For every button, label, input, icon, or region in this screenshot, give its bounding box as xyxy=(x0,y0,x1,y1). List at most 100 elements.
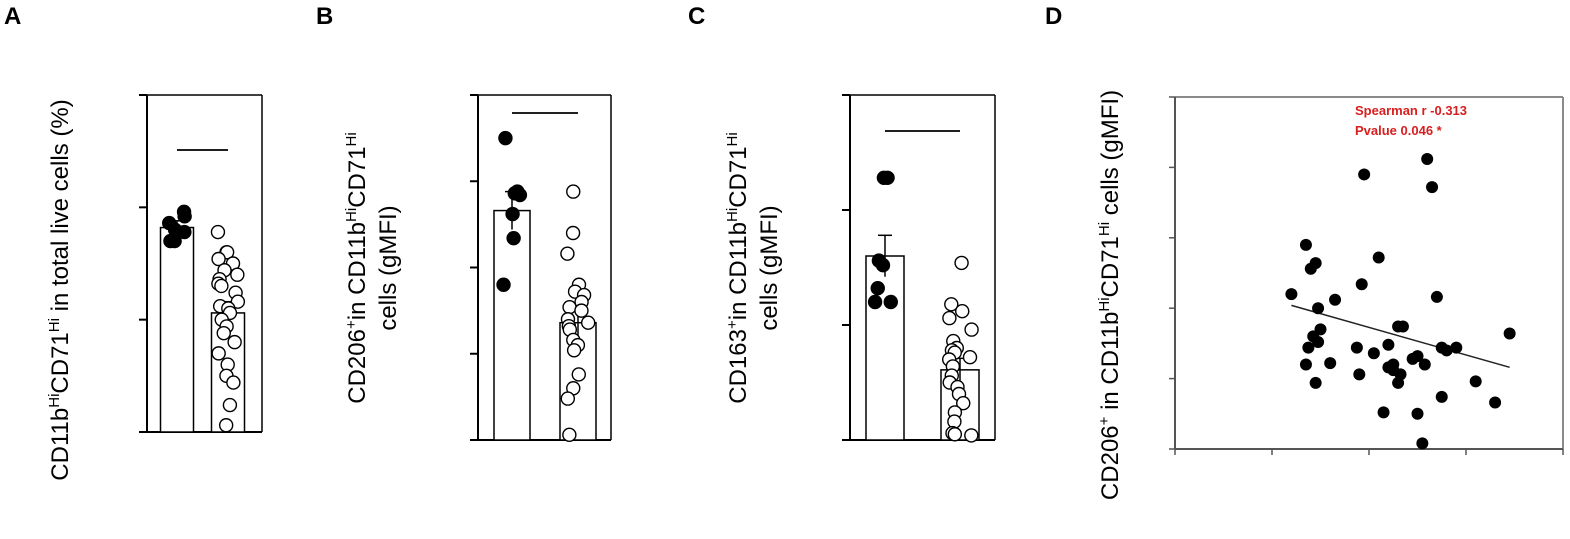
data-point-hd xyxy=(883,294,898,310)
data-point-ra xyxy=(562,427,577,443)
scatter-point xyxy=(1353,368,1366,381)
scatter-point xyxy=(1377,406,1390,419)
data-point-ra xyxy=(964,428,979,443)
panel-b: B CD206+in CD11bHiCD71Hi cells (gMFI) xyxy=(316,3,612,443)
scatter-point xyxy=(1382,338,1395,351)
data-point-hd xyxy=(177,224,192,240)
data-point-ra xyxy=(211,251,226,267)
data-point-ra xyxy=(947,414,962,429)
scatter-point xyxy=(1450,341,1463,354)
data-point-ra xyxy=(560,391,575,406)
panel-letter-a: A xyxy=(4,3,21,30)
y-axis-label-b-line2: cells (gMFI) xyxy=(375,205,402,330)
data-point-ra xyxy=(560,246,575,261)
scatter-point xyxy=(1421,152,1434,165)
bar-plot-b xyxy=(470,94,612,443)
scatter-point xyxy=(1469,375,1482,388)
scatter-point xyxy=(1411,407,1424,420)
data-point-ra xyxy=(226,375,241,390)
data-point-hd xyxy=(512,187,528,203)
panel-letter-c: C xyxy=(688,3,705,30)
panel-d: D CD206+ in CD11bHiCD71Hi cells (gMFI) S… xyxy=(1045,3,1564,500)
data-point-ra xyxy=(562,299,577,315)
data-point-ra xyxy=(955,304,970,319)
data-point-ra xyxy=(230,294,246,309)
bar-hd xyxy=(865,255,905,441)
scatter-point xyxy=(1309,376,1322,389)
scatter-point xyxy=(1411,350,1424,363)
panel-letter-d: D xyxy=(1045,3,1062,30)
data-point-hd xyxy=(498,130,513,146)
y-axis-label-d: CD206+ in CD11bHiCD71Hi cells (gMFI) xyxy=(1096,90,1124,500)
data-point-ra xyxy=(566,343,582,358)
scatter-point xyxy=(1324,357,1337,370)
scatter-point xyxy=(1302,341,1315,354)
data-point-ra xyxy=(954,255,969,271)
data-point-ra xyxy=(230,267,245,282)
scatter-plot-d xyxy=(1169,96,1564,455)
data-point-ra xyxy=(210,224,226,240)
scatter-point xyxy=(1435,390,1448,403)
data-point-ra xyxy=(222,397,238,413)
y-axis-label-c-line2: cells (gMFI) xyxy=(756,205,783,330)
data-point-ra xyxy=(580,315,596,330)
scatter-point xyxy=(1312,335,1325,348)
scatter-point xyxy=(1382,361,1395,374)
bar-hd xyxy=(159,226,195,433)
data-point-hd xyxy=(505,206,520,222)
data-point-hd xyxy=(880,170,895,186)
data-point-hd xyxy=(177,209,192,224)
data-point-hd xyxy=(506,230,521,246)
data-point-ra xyxy=(227,334,242,350)
panel-a: A CD11bHiCD71Hi in total live cells (%) xyxy=(4,3,263,481)
data-point-ra xyxy=(944,297,959,312)
data-point-hd xyxy=(867,294,883,310)
data-point-ra xyxy=(218,418,234,433)
scatter-point xyxy=(1440,344,1453,357)
data-point-ra xyxy=(962,350,978,365)
scatter-point xyxy=(1329,293,1342,306)
scatter-point xyxy=(1372,251,1385,264)
scatter-point xyxy=(1396,320,1409,333)
data-point-hd xyxy=(496,277,511,292)
scatter-point xyxy=(1489,396,1502,409)
scatter-point xyxy=(1285,288,1298,301)
bar-plot-a xyxy=(139,94,263,433)
panel-letter-b: B xyxy=(316,3,333,30)
data-point-hd xyxy=(870,281,885,296)
data-point-ra xyxy=(942,310,957,326)
data-point-ra xyxy=(574,303,589,318)
panel-c: C CD163+in CD11bHiCD71Hi cells (gMFI) xyxy=(688,3,996,443)
data-point-ra xyxy=(947,427,963,442)
data-point-ra xyxy=(214,278,229,294)
data-point-ra xyxy=(964,322,979,337)
y-axis-label-b-line1: CD206+in CD11bHiCD71Hi xyxy=(343,132,371,403)
pvalue-annotation: Pvalue 0.046 * xyxy=(1355,123,1443,138)
data-point-ra xyxy=(571,367,586,382)
scatter-point xyxy=(1299,358,1312,371)
data-point-ra xyxy=(956,396,971,411)
scatter-point xyxy=(1355,278,1368,291)
scatter-point xyxy=(1350,341,1363,354)
y-axis-label-c-line1: CD163+in CD11bHiCD71Hi xyxy=(724,132,752,403)
data-point-ra xyxy=(216,325,231,341)
scatter-point xyxy=(1430,290,1443,303)
scatter-point xyxy=(1426,181,1439,194)
data-point-hd xyxy=(167,233,182,249)
scatter-point xyxy=(1304,262,1317,275)
data-point-hd xyxy=(875,258,891,273)
scatter-point xyxy=(1418,358,1431,371)
scatter-point xyxy=(1367,347,1380,360)
bar-plot-c xyxy=(842,94,996,443)
y-axis-label-a: CD11bHiCD71Hi in total live cells (%) xyxy=(46,99,74,480)
spearman-annotation: Spearman r -0.313 xyxy=(1355,103,1467,118)
scatter-point xyxy=(1392,376,1405,389)
scatter-point xyxy=(1416,437,1429,450)
scatter-point xyxy=(1312,302,1325,315)
bar-hd xyxy=(493,209,531,441)
data-point-ra xyxy=(566,184,581,199)
scatter-point xyxy=(1299,238,1312,251)
data-point-ra xyxy=(211,346,226,361)
data-point-ra xyxy=(565,225,581,241)
